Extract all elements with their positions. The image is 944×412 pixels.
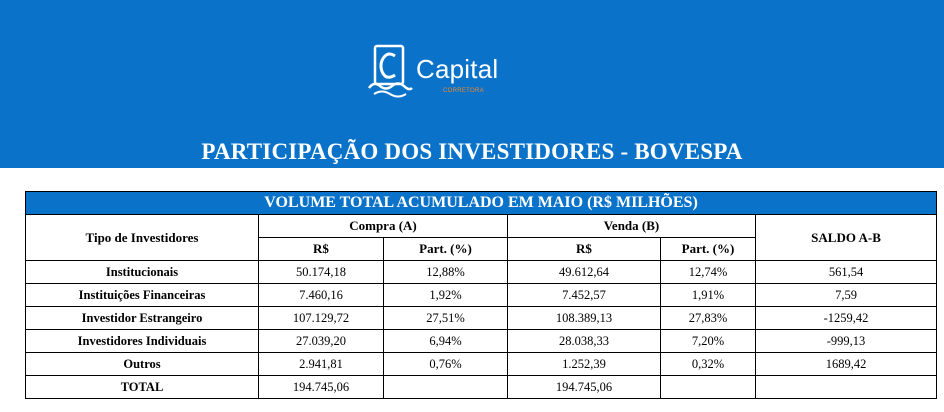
col-header-saldo: SALDO A-B (754, 214, 938, 261)
total-buy-part (383, 375, 508, 399)
cell-sell-rs: 1.252,39 (507, 352, 661, 376)
subheader-sell-part: Part. (%) (660, 237, 756, 261)
cell-sell-rs: 108.389,13 (507, 306, 661, 330)
cell-sell-part: 7,20% (660, 329, 756, 353)
table-row: Instituições Financeiras 7.460,16 1,92% … (25, 283, 938, 307)
table-title: VOLUME TOTAL ACUMULADO EM MAIO (R$ MILHÕ… (24, 191, 938, 215)
cell-sell-rs: 28.038,33 (507, 329, 661, 353)
cell-buy-part: 12,88% (383, 260, 508, 284)
subheader-sell-rs: R$ (507, 237, 661, 261)
cell-buy-rs: 50.174,18 (258, 260, 384, 284)
table-total-row: TOTAL 194.745,06 194.745,06 (25, 375, 938, 399)
cell-buy-part: 6,94% (383, 329, 508, 353)
subheader-buy-rs: R$ (258, 237, 384, 261)
row-label: Institucionais (25, 260, 259, 284)
table-group-header-row: Tipo de Investidores Compra (A) Venda (B… (25, 214, 938, 261)
cell-buy-rs: 7.460,16 (258, 283, 384, 307)
col-header-sell: Venda (B) (507, 214, 756, 238)
cell-sell-part: 0,32% (660, 352, 756, 376)
row-label: Investidores Individuais (25, 329, 259, 353)
cell-saldo: 1689,42 (754, 352, 938, 376)
total-saldo (754, 375, 938, 399)
table-row: Institucionais 50.174,18 12,88% 49.612,6… (25, 260, 938, 284)
table-title-row: VOLUME TOTAL ACUMULADO EM MAIO (R$ MILHÕ… (24, 191, 938, 215)
row-label: Investidor Estrangeiro (25, 306, 259, 330)
row-label: Outros (25, 352, 259, 376)
cell-buy-part: 27,51% (383, 306, 508, 330)
cell-buy-part: 0,76% (383, 352, 508, 376)
cell-buy-rs: 107.129,72 (258, 306, 384, 330)
investors-table: VOLUME TOTAL ACUMULADO EM MAIO (R$ MILHÕ… (24, 191, 938, 399)
cell-saldo: -999,13 (754, 329, 938, 353)
cell-buy-part: 1,92% (383, 283, 508, 307)
subheader-buy-part: Part. (%) (383, 237, 508, 261)
cell-saldo: 7,59 (754, 283, 938, 307)
cell-sell-part: 27,83% (660, 306, 756, 330)
table-row: Investidor Estrangeiro 107.129,72 27,51%… (25, 306, 938, 330)
col-header-buy: Compra (A) (258, 214, 508, 238)
row-label: Instituições Financeiras (25, 283, 259, 307)
total-sell-part (660, 375, 756, 399)
total-buy-rs: 194.745,06 (258, 375, 384, 399)
total-sell-rs: 194.745,06 (507, 375, 661, 399)
capital-logo-icon (368, 44, 413, 98)
cell-sell-part: 12,74% (660, 260, 756, 284)
col-header-type: Tipo de Investidores (25, 214, 259, 261)
cell-sell-rs: 7.452,57 (507, 283, 661, 307)
logo-wordmark: Capital (416, 54, 499, 84)
logo-subtitle: CORRETORA (443, 88, 484, 94)
cell-saldo: -1259,42 (754, 306, 938, 330)
cell-buy-rs: 27.039,20 (258, 329, 384, 353)
cell-buy-rs: 2.941,81 (258, 352, 384, 376)
cell-sell-rs: 49.612,64 (507, 260, 661, 284)
page-title: PARTICIPAÇÃO DOS INVESTIDORES - BOVESPA (201, 139, 743, 164)
total-label: TOTAL (25, 375, 259, 399)
header-banner: Capital CORRETORA PARTICIPAÇÃO DOS INVES… (0, 0, 944, 168)
cell-saldo: 561,54 (754, 260, 938, 284)
table-row: Outros 2.941,81 0,76% 1.252,39 0,32% 168… (25, 352, 938, 376)
cell-sell-part: 1,91% (660, 283, 756, 307)
table-row: Investidores Individuais 27.039,20 6,94%… (25, 329, 938, 353)
